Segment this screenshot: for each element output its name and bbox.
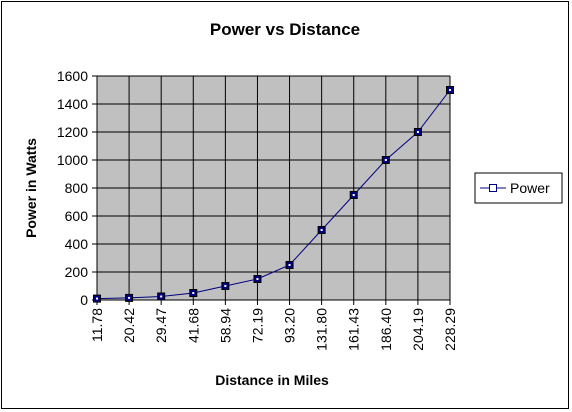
legend-marker [489,184,497,192]
x-tick-label: 228.29 [442,308,458,351]
y-tick-label: 200 [65,264,89,280]
y-tick-label: 1600 [57,68,88,84]
data-point-marker-center [384,159,387,161]
data-point-marker-center [449,89,451,91]
data-point-marker-center [256,278,259,280]
chart-title: Power vs Distance [210,20,360,39]
x-axis-title: Distance in Miles [215,372,329,388]
y-axis-title: Power in Watts [23,138,39,238]
legend-label: Power [510,180,550,196]
x-tick-label: 72.19 [249,308,265,343]
x-tick-label: 20.42 [121,308,137,343]
x-tick-label: 186.40 [378,308,394,351]
x-tick-label: 131.80 [314,308,330,351]
data-point-marker-center [192,292,195,294]
data-point-marker-center [320,229,323,231]
x-tick-label: 93.20 [282,308,298,343]
x-tick-label: 11.78 [89,308,105,342]
y-tick-label: 800 [65,180,89,196]
legend: Power [474,172,563,204]
data-point-marker-center [352,194,355,196]
data-point-marker-center [224,285,227,287]
x-tick-label: 29.47 [153,308,169,343]
data-point-marker-center [416,131,419,133]
x-tick-label: 41.68 [185,308,201,343]
data-point-marker-center [160,295,163,298]
x-tick-label: 161.43 [346,308,362,351]
y-tick-label: 600 [65,208,89,224]
data-point-marker-center [288,264,291,266]
x-tick-label: 204.19 [410,308,426,351]
data-point-marker-center [96,297,98,300]
x-tick-label: 58.94 [217,308,233,343]
plot-area: 0 200 400 600 800 1000 1200 1400 1600 11.78 20.42 2… [57,68,458,351]
y-tick-label: 1000 [57,152,88,168]
y-tick-label: 0 [80,292,88,308]
series-line [96,89,451,300]
y-tick-label: 1400 [57,96,88,112]
y-tick-label: 1200 [57,124,88,140]
data-point-marker-center [128,296,131,299]
y-tick-label: 400 [65,236,89,252]
